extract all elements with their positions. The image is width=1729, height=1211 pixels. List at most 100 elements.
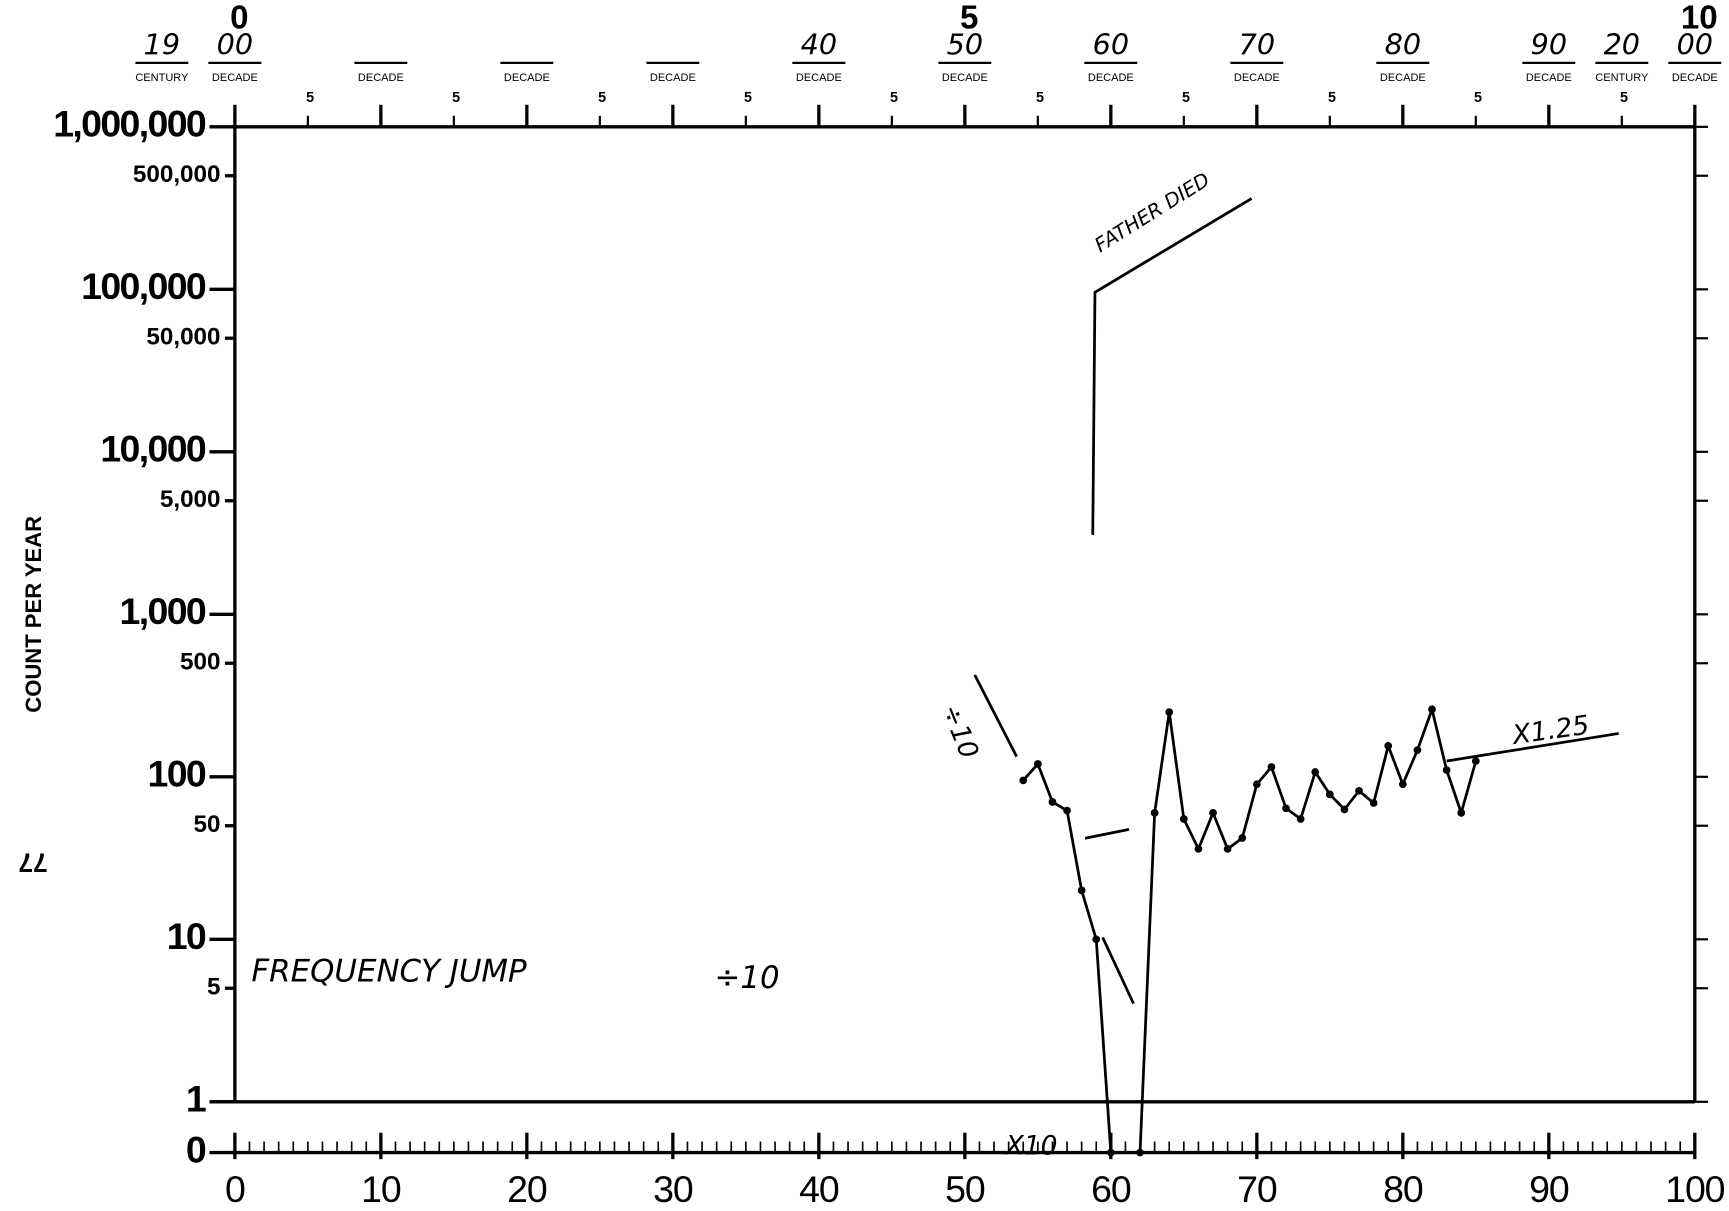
data-point (1252, 780, 1261, 789)
celeration-line (973, 674, 1018, 758)
data-point (1106, 1148, 1115, 1157)
annotation: ÷10 (715, 960, 780, 996)
x-tick-label: 20 (507, 1168, 547, 1210)
top-handwritten: 00 (1677, 27, 1713, 61)
data-line (1022, 704, 1478, 1154)
top-big-number: 10 (1681, 0, 1718, 37)
x-tick-label: 50 (945, 1168, 985, 1210)
data-point (1369, 799, 1378, 807)
y-tick-label: 10 (167, 915, 206, 957)
annotation: ÷10 (935, 700, 985, 763)
data-point (1136, 1148, 1144, 1157)
top-handwritten: 00 (217, 27, 253, 61)
y-tick-label: 50,000 (146, 324, 220, 351)
data-point (1267, 763, 1276, 771)
x-tick-label: 40 (799, 1168, 839, 1210)
data-point (1209, 809, 1217, 817)
data-point (1442, 766, 1451, 774)
top-handwritten: 40 (801, 27, 837, 61)
data-point (1384, 742, 1393, 750)
data-point (1019, 776, 1028, 785)
top-axis-label: DECADE (1088, 72, 1134, 84)
data-point (1325, 790, 1334, 799)
data-point (1471, 757, 1480, 765)
data-point (1296, 815, 1305, 823)
data-point (1355, 786, 1363, 795)
top-axis-label: DECADE (1672, 72, 1718, 84)
data-point (1165, 708, 1174, 717)
top-axis-label: DECADE (212, 72, 258, 84)
y-tick-label: 5 (207, 974, 220, 1001)
top-handwritten: 50 (947, 27, 983, 61)
y-tick-label: 1,000,000 (53, 103, 206, 145)
annotation: FREQUENCY JUMP (251, 953, 527, 989)
top-handwritten: 60 (1093, 27, 1129, 61)
top-half-label: 5 (1036, 90, 1044, 106)
data-point (1092, 935, 1101, 944)
data-point (1413, 746, 1422, 754)
y-tick-label: 1,000 (120, 590, 206, 632)
top-half-label: 5 (598, 90, 606, 106)
data-point (1238, 834, 1247, 842)
annotation: X1.25 (1509, 710, 1592, 752)
top-axis-label: DECADE (796, 72, 842, 84)
y-tick-label: 1 (186, 1078, 206, 1120)
top-big-number: 0 (230, 0, 248, 37)
top-half-label: 5 (452, 90, 460, 106)
top-half-label: 5 (1182, 90, 1190, 106)
top-half-label: 5 (890, 90, 898, 106)
data-point (1282, 804, 1290, 813)
top-half-label: 5 (306, 90, 314, 106)
top-axis-label: CENTURY (1595, 72, 1649, 84)
y-tick-label: 10,000 (100, 428, 206, 470)
top-half-label: 5 (744, 90, 752, 106)
data-point (1340, 805, 1349, 814)
top-axis-label: DECADE (942, 72, 988, 84)
y-tick-label: 500 (180, 649, 220, 676)
y-tick-label: 500,000 (133, 161, 221, 188)
top-axis-label: DECADE (1380, 72, 1426, 84)
top-axis-label: DECADE (1234, 72, 1280, 84)
page-number: 77 (18, 847, 47, 877)
x-tick-label: 60 (1091, 1168, 1131, 1210)
x-tick-label: 80 (1383, 1168, 1423, 1210)
x-tick-label: 30 (653, 1168, 693, 1210)
data-point (1311, 768, 1320, 776)
data-point (1150, 809, 1159, 817)
y-axis-label: COUNT PER YEAR (21, 516, 46, 713)
data-point (1428, 705, 1436, 714)
top-handwritten: 90 (1531, 27, 1567, 61)
top-handwritten: 20 (1604, 27, 1640, 61)
data-point (1179, 815, 1188, 823)
y-tick-label: 100 (148, 753, 206, 795)
y-tick-label: 5,000 (160, 486, 221, 513)
data-point (1223, 845, 1232, 853)
data-point (1048, 798, 1057, 806)
x-tick-label: 90 (1529, 1168, 1569, 1210)
data-point (1398, 780, 1407, 789)
x-tick-label: 0 (225, 1168, 245, 1210)
top-half-label: 5 (1328, 90, 1336, 106)
top-half-label: 5 (1474, 90, 1482, 106)
annotation: FATHER DIED (1091, 168, 1214, 257)
data-point (1457, 809, 1466, 817)
top-half-label: 5 (1620, 90, 1628, 106)
data-point (1194, 845, 1203, 853)
top-axis-label: CENTURY (135, 72, 189, 84)
top-axis-label: DECADE (358, 72, 404, 84)
top-axis-label: DECADE (650, 72, 696, 84)
x-tick-label: 10 (361, 1168, 401, 1210)
top-handwritten: 80 (1385, 27, 1421, 61)
x-tick-label: 70 (1237, 1168, 1277, 1210)
celeration-line (1101, 936, 1135, 1005)
y-tick-label: 0 (186, 1128, 206, 1170)
celeration-line (1446, 732, 1619, 763)
y-tick-label: 100,000 (81, 265, 206, 307)
top-axis-label: DECADE (1526, 72, 1572, 84)
top-handwritten: 70 (1239, 27, 1275, 61)
x-tick-label: 100 (1665, 1168, 1724, 1210)
data-point (1033, 760, 1042, 768)
data-point (1077, 886, 1086, 895)
event-line (1091, 197, 1253, 535)
